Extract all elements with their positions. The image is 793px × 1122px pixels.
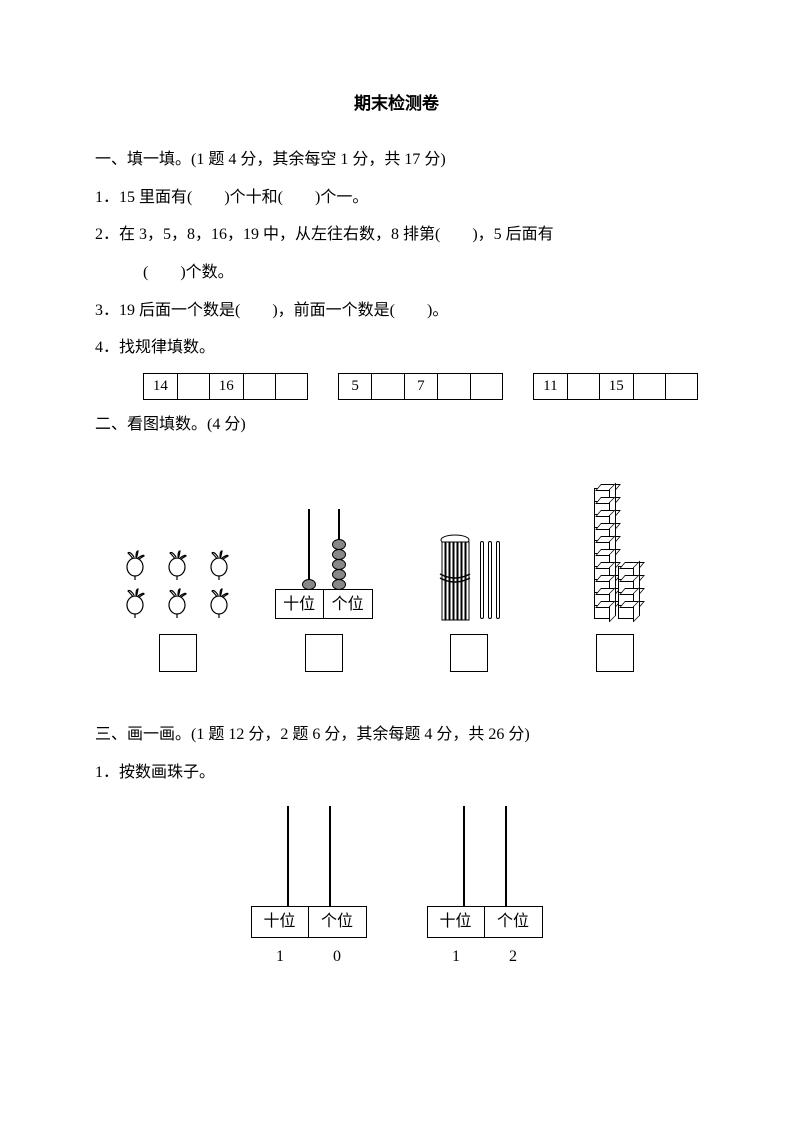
seq-table-1: 14 16 <box>143 373 308 400</box>
radish-figure <box>105 459 251 619</box>
q1-2a: 2．在 3，5，8，16，19 中，从左往右数，8 排第( )，5 后面有 <box>95 222 698 248</box>
section3-header: 三、画一画。(1 题 12 分，2 题 6 分，其余每题 4 分，共 26 分) <box>95 722 698 748</box>
seq-cell: 11 <box>534 373 568 399</box>
cubes-figure <box>542 459 688 619</box>
ones-wire[interactable] <box>505 806 507 906</box>
seq-cell <box>438 373 471 399</box>
stick-bundle <box>438 534 466 619</box>
seq-cell: 14 <box>144 373 178 399</box>
abacus-figure: 十位 个位 <box>251 459 397 619</box>
abacus-ones-label: 个位 <box>485 907 542 937</box>
tens-wire <box>308 509 310 589</box>
section1-header: 一、填一填。(1 题 4 分，其余每空 1 分，共 17 分) <box>95 147 698 173</box>
seq-cell <box>243 373 275 399</box>
radish-icon <box>120 549 152 581</box>
seq-cell <box>177 373 209 399</box>
q1-2b: ( )个数。 <box>95 260 698 286</box>
abacus-ones-label: 个位 <box>309 907 366 937</box>
seq-cell: 16 <box>209 373 243 399</box>
seq-cell <box>665 373 697 399</box>
abacus-tens-label: 十位 <box>276 590 324 618</box>
tens-wire[interactable] <box>463 806 465 906</box>
page-title: 期末检测卷 <box>95 90 698 117</box>
radish-icon <box>204 549 236 581</box>
abacus-tens-label: 十位 <box>428 907 485 937</box>
radish-icon <box>204 587 236 619</box>
q2-figures: 十位 个位 <box>95 449 698 619</box>
abacus-draw-2: 十位 个位 1 2 <box>427 806 543 970</box>
sticks-figure <box>397 459 543 619</box>
abacus-ones-value: 0 <box>309 944 366 970</box>
q1-3: 3．19 后面一个数是( )，前面一个数是( )。 <box>95 298 698 324</box>
cube-column-short <box>618 567 636 619</box>
radish-icon <box>120 587 152 619</box>
abacus-draw-row: 十位 个位 1 0 十位 个位 1 2 <box>95 806 698 970</box>
abacus-ones-value: 2 <box>485 944 542 970</box>
seq-cell <box>633 373 665 399</box>
seq-table-3: 11 15 <box>533 373 698 400</box>
answer-box[interactable] <box>596 634 634 672</box>
seq-cell <box>372 373 405 399</box>
bead-icon <box>302 579 316 590</box>
abacus-tens-value: 1 <box>428 944 485 970</box>
bead-icon <box>332 579 346 590</box>
answer-box[interactable] <box>159 634 197 672</box>
loose-sticks <box>480 541 500 619</box>
radish-icon <box>162 549 194 581</box>
answer-box[interactable] <box>450 634 488 672</box>
q1-4: 4．找规律填数。 <box>95 335 698 361</box>
section2-header: 二、看图填数。(4 分) <box>95 412 698 438</box>
ones-wire <box>338 509 340 589</box>
abacus-draw-1: 十位 个位 1 0 <box>251 806 367 970</box>
seq-cell: 5 <box>339 373 372 399</box>
answer-boxes <box>95 619 698 702</box>
radish-icon <box>162 587 194 619</box>
q1-1: 1．15 里面有( )个十和( )个一。 <box>95 185 698 211</box>
abacus-tens-label: 十位 <box>252 907 309 937</box>
seq-cell <box>275 373 307 399</box>
tens-wire[interactable] <box>287 806 289 906</box>
sequence-row: 14 16 5 7 11 15 <box>95 373 698 400</box>
seq-cell: 15 <box>599 373 633 399</box>
seq-table-2: 5 7 <box>338 373 503 400</box>
seq-cell <box>567 373 599 399</box>
abacus-ones-label: 个位 <box>324 590 372 618</box>
ones-wire[interactable] <box>329 806 331 906</box>
q3-1: 1．按数画珠子。 <box>95 760 698 786</box>
answer-box[interactable] <box>305 634 343 672</box>
seq-cell: 7 <box>404 373 437 399</box>
seq-cell <box>470 373 503 399</box>
abacus-tens-value: 1 <box>252 944 309 970</box>
cube-column-tall <box>594 489 612 619</box>
